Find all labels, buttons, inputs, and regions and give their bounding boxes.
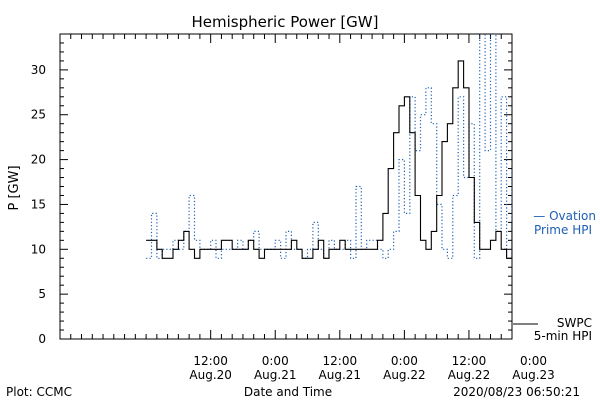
x-tick-label-time: 0:00 bbox=[520, 354, 547, 368]
y-tick-label: 15 bbox=[31, 197, 46, 211]
legend-ovation: — Ovation Prime HPI bbox=[533, 209, 596, 237]
x-axis-ticks: 12:00Aug.200:00Aug.2112:00Aug.210:00Aug.… bbox=[70, 34, 555, 382]
y-tick-label: 10 bbox=[31, 242, 46, 256]
legend-swpc-line1: SWPC bbox=[557, 316, 592, 330]
y-tick-label: 25 bbox=[31, 108, 46, 122]
series-layer bbox=[146, 34, 512, 259]
chart-title: Hemispheric Power [GW] bbox=[192, 13, 379, 31]
x-tick-label-date: Aug.23 bbox=[512, 368, 555, 382]
y-axis-label: P [GW] bbox=[7, 165, 22, 210]
x-tick-label-time: 12:00 bbox=[193, 354, 228, 368]
x-tick-label-date: Aug.22 bbox=[383, 368, 426, 382]
plot-frame bbox=[59, 33, 513, 340]
footer-timestamp: 2020/08/23 06:50:21 bbox=[453, 385, 580, 399]
series-swpc-line bbox=[146, 60, 512, 259]
footer-plot-credit: Plot: CCMC bbox=[6, 385, 72, 399]
y-tick-label: 5 bbox=[38, 287, 46, 301]
x-tick-label-time: 12:00 bbox=[323, 354, 358, 368]
series-ovation-prime-line bbox=[146, 34, 512, 259]
x-tick-label-date: Aug.21 bbox=[254, 368, 297, 382]
x-tick-label-date: Aug.20 bbox=[189, 368, 232, 382]
x-tick-label-time: 0:00 bbox=[391, 354, 418, 368]
y-tick-label: 30 bbox=[31, 63, 46, 77]
legend-ovation-line2: Prime HPI bbox=[534, 223, 592, 237]
x-axis-label: Date and Time bbox=[244, 385, 332, 399]
y-axis-ticks: 0 5 10 15 20 25 30 bbox=[31, 33, 512, 346]
x-tick-label-date: Aug.21 bbox=[319, 368, 362, 382]
legend-ovation-line1: — Ovation bbox=[533, 209, 596, 223]
y-tick-label: 0 bbox=[38, 332, 46, 346]
y-tick-label: 20 bbox=[31, 153, 46, 167]
plot-border bbox=[59, 33, 513, 340]
legend-swpc: SWPC 5-min HPI bbox=[513, 316, 592, 343]
x-tick-label-time: 12:00 bbox=[452, 354, 487, 368]
x-tick-label-time: 0:00 bbox=[262, 354, 289, 368]
legend-swpc-line2: 5-min HPI bbox=[534, 329, 592, 343]
x-tick-label-date: Aug.22 bbox=[448, 368, 491, 382]
